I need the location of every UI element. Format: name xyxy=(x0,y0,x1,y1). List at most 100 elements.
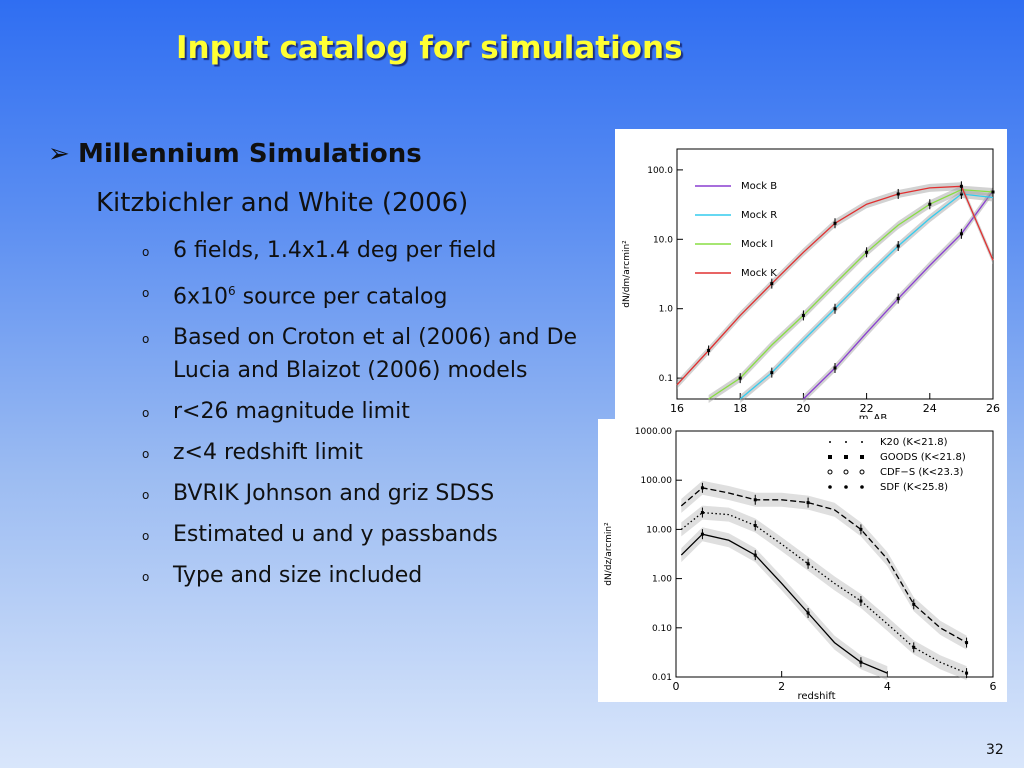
list-item: o 6 fields, 1.4x1.4 deg per field xyxy=(142,234,597,267)
series-band xyxy=(681,480,967,650)
data-point xyxy=(991,190,995,194)
data-point xyxy=(700,532,704,536)
bullet-dot-icon: o xyxy=(142,447,150,462)
bullet-dot-icon: o xyxy=(142,286,150,300)
item-text: z<4 redshift limit xyxy=(173,440,363,466)
legend-marker xyxy=(829,441,831,443)
x-tick-label: 24 xyxy=(923,402,937,415)
bullet-dot-icon: o xyxy=(142,488,150,503)
item-text-sup: 6 xyxy=(228,284,236,298)
bullet-dot-icon: o xyxy=(142,529,150,544)
data-point xyxy=(753,553,757,557)
x-tick-label: 4 xyxy=(884,680,891,693)
slide-title: Input catalog for simulations xyxy=(176,30,683,66)
data-point xyxy=(707,348,711,352)
data-point xyxy=(928,202,932,206)
data-point xyxy=(912,602,916,606)
x-tick-label: 2 xyxy=(778,680,785,693)
y-tick-label: 0.1 xyxy=(659,374,673,384)
slide-number: 32 xyxy=(986,742,1004,758)
x-tick-label: 18 xyxy=(733,402,747,415)
data-point xyxy=(801,313,805,317)
data-point xyxy=(896,297,900,301)
item-text: 6 fields, 1.4x1.4 deg per field xyxy=(173,238,497,263)
data-point xyxy=(959,232,963,236)
series-line xyxy=(680,487,967,644)
data-point xyxy=(859,599,863,603)
legend-label: K20 (K<21.8) xyxy=(880,437,948,448)
series-band xyxy=(681,505,967,681)
redshift-distribution-figure: 0 2 4 6 0.01 0.10 1.00 10.00 100.00 1000.00 redshi… xyxy=(598,419,1007,702)
list-item: o Based on Croton et al (2006) and De Luc… xyxy=(142,321,597,387)
item-text: r<26 magnitude limit xyxy=(173,399,410,425)
data-point xyxy=(896,192,900,196)
y-axis-label: dN/dm/arcmin² xyxy=(622,240,632,308)
y-tick-label: 100.00 xyxy=(641,476,673,486)
legend-marker xyxy=(844,485,848,489)
data-point xyxy=(700,511,704,515)
y-tick-label: 10.0 xyxy=(653,235,673,245)
bullet-dot-icon: o xyxy=(142,332,150,347)
item-text: BVRIK Johnson and griz SDSS xyxy=(173,481,495,507)
item-text: Type and size included xyxy=(173,563,423,589)
legend-label: Mock K xyxy=(741,268,777,279)
data-point xyxy=(959,184,963,188)
legend-label: Mock I xyxy=(741,239,773,250)
x-axis-label: redshift xyxy=(798,691,836,702)
bullet-dot-icon: o xyxy=(142,570,150,585)
data-point xyxy=(770,371,774,375)
item-text: Estimated u and y passbands xyxy=(173,522,498,548)
arrow-bullet-icon: ➢ xyxy=(48,139,70,169)
data-point xyxy=(859,660,863,664)
y-tick-label: 0.10 xyxy=(652,624,672,634)
list-item: o r<26 magnitude limit xyxy=(142,395,597,428)
legend-marker xyxy=(859,469,865,475)
legend-marker xyxy=(860,455,864,459)
main-bullet: ➢ Millennium Simulations xyxy=(48,139,422,169)
legend-label: GOODS (K<21.8) xyxy=(880,452,966,463)
legend-label: SDF (K<25.8) xyxy=(880,482,948,493)
legend-marker xyxy=(845,441,847,443)
data-point xyxy=(833,366,837,370)
number-counts-figure: 16 18 20 22 24 26 0.1 1.0 10.0 100.0 m_AB dN/dm/arc… xyxy=(615,129,1007,419)
item-text: Based on Croton et al (2006) and De Luci… xyxy=(173,325,578,384)
list-item: o Estimated u and y passbands xyxy=(142,518,597,551)
data-point xyxy=(770,282,774,286)
plot-frame xyxy=(675,430,994,678)
bullet-dot-icon: o xyxy=(142,245,150,259)
data-point xyxy=(965,641,969,645)
number-counts-chart: 16 18 20 22 24 26 0.1 1.0 10.0 100.0 m_AB dN/dm/arc… xyxy=(622,148,1000,419)
y-tick-label: 1.0 xyxy=(659,305,674,315)
series-line xyxy=(680,533,888,674)
legend-marker xyxy=(828,485,832,489)
x-tick-label: 20 xyxy=(796,402,810,415)
y-axis-label: dN/dz/arcmin² xyxy=(604,522,614,586)
data-point xyxy=(865,250,869,254)
data-point xyxy=(833,221,837,225)
x-tick-label: 6 xyxy=(990,680,997,693)
data-point xyxy=(753,524,757,528)
data-point xyxy=(959,192,963,196)
x-tick-label: 22 xyxy=(860,402,874,415)
item-text-pre: 6x10 xyxy=(173,284,229,310)
x-tick-label: 0 xyxy=(673,680,680,693)
data-point xyxy=(896,244,900,248)
list-item: o Type and size included xyxy=(142,559,597,592)
y-tick-label: 100.0 xyxy=(647,166,673,176)
sub-heading: Kitzbichler and White (2006) xyxy=(96,188,469,218)
series-band xyxy=(681,527,888,681)
series-line xyxy=(739,193,994,400)
data-point xyxy=(806,562,810,566)
list-item: o BVRIK Johnson and griz SDSS xyxy=(142,477,597,510)
series-line xyxy=(680,511,967,674)
legend-marker xyxy=(844,455,848,459)
legend-marker xyxy=(860,485,864,489)
legend-label: CDF−S (K<23.3) xyxy=(880,467,963,478)
list-item: o z<4 redshift limit xyxy=(142,436,597,469)
data-point xyxy=(753,498,757,502)
legend-label: Mock B xyxy=(741,181,777,192)
data-point xyxy=(965,671,969,675)
data-point xyxy=(700,486,704,490)
plot-frame xyxy=(676,148,994,400)
data-point xyxy=(859,527,863,531)
